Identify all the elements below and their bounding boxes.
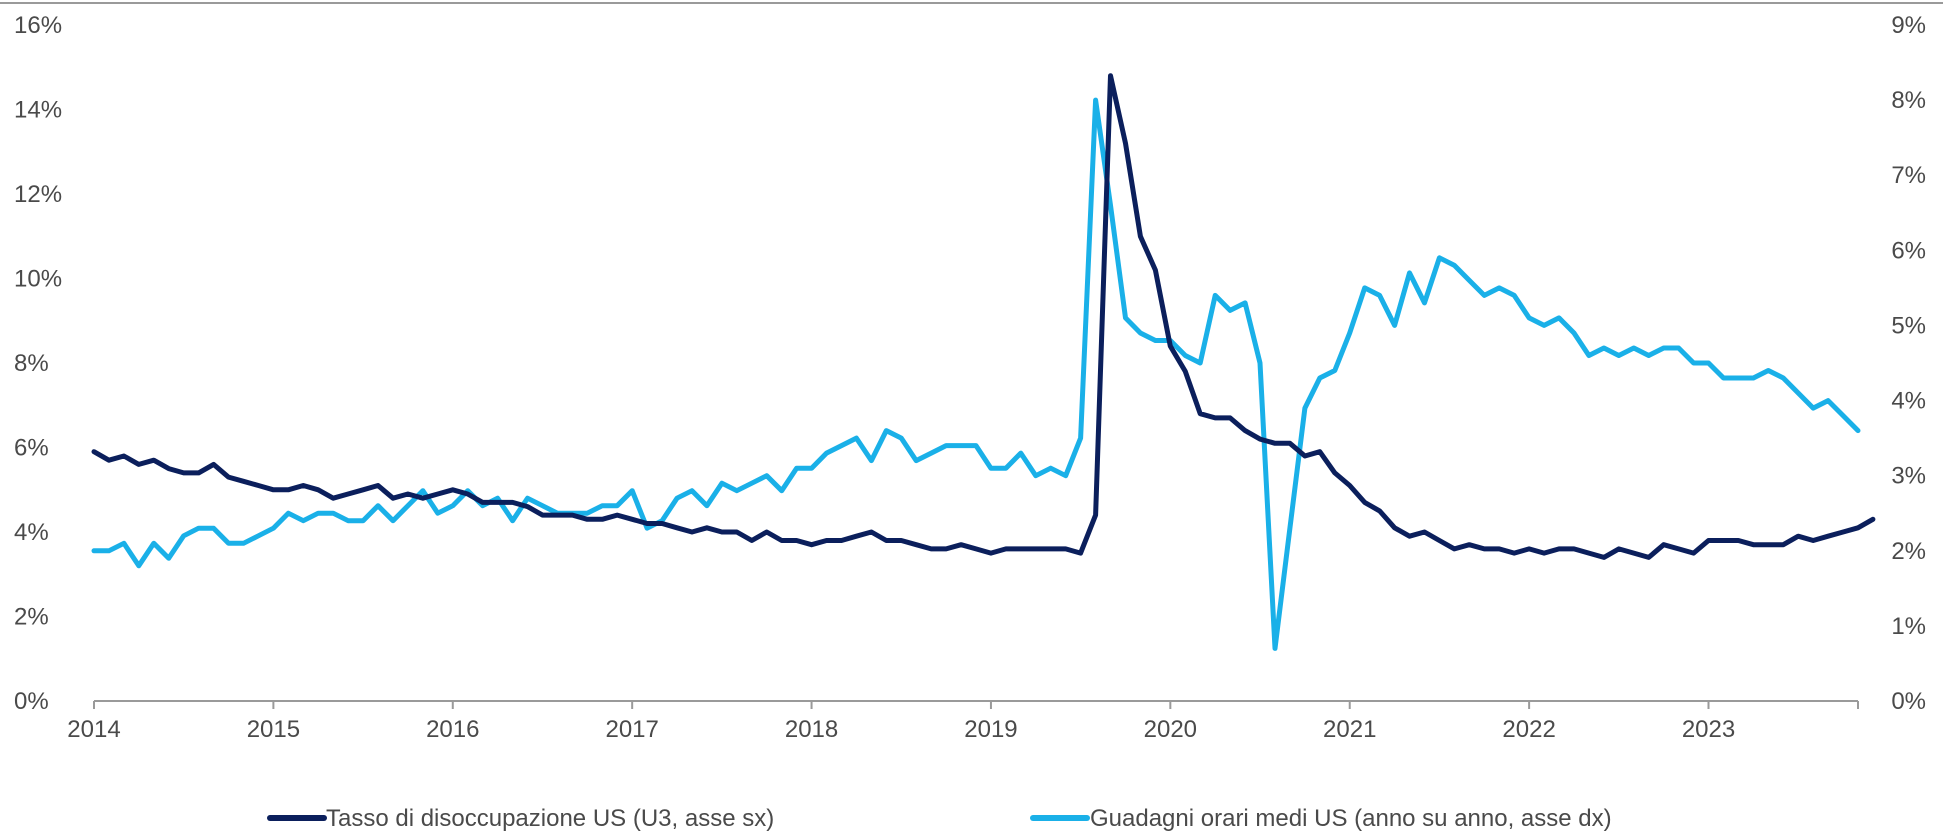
y-left-tick-label: 4% <box>14 519 49 546</box>
y-right-tick-label: 9% <box>1891 12 1926 39</box>
y-left-tick-label: 8% <box>14 350 49 377</box>
y-left-tick-label: 12% <box>14 181 62 208</box>
y-right-tick-label: 5% <box>1891 312 1926 339</box>
y-right-tick-label: 0% <box>1891 688 1926 715</box>
series-line-hourly-earnings <box>91 97 1861 651</box>
y-left-tick-label: 0% <box>14 688 49 715</box>
x-tick-label: 2014 <box>67 716 120 743</box>
legend-label: Guadagni orari medi US (anno su anno, as… <box>1090 805 1612 832</box>
y-left-tick-label: 2% <box>14 604 49 631</box>
y-left-tick-label: 10% <box>14 266 62 293</box>
x-tick-label: 2019 <box>964 716 1017 743</box>
legend-label: Tasso di disoccupazione US (U3, asse sx) <box>326 805 774 832</box>
y-left-tick-label: 16% <box>14 12 62 39</box>
x-tick-label: 2016 <box>426 716 479 743</box>
y-axis-right: 0% 1% 2% 3% 4% 5% 6% 7% 8% 9% <box>1891 12 1926 715</box>
x-tick-label: 2023 <box>1682 716 1735 743</box>
y-right-tick-label: 7% <box>1891 162 1926 189</box>
y-left-tick-label: 6% <box>14 435 49 462</box>
y-right-tick-label: 2% <box>1891 538 1926 565</box>
y-right-tick-label: 6% <box>1891 237 1926 264</box>
y-left-tick-label: 14% <box>14 97 62 124</box>
x-tick-label: 2018 <box>785 716 838 743</box>
x-tick-label: 2017 <box>605 716 658 743</box>
y-right-tick-label: 3% <box>1891 463 1926 490</box>
x-tick-label: 2022 <box>1502 716 1555 743</box>
y-right-tick-label: 1% <box>1891 613 1926 640</box>
legend: Tasso di disoccupazione US (U3, asse sx)… <box>267 805 1612 832</box>
x-tick-label: 2015 <box>247 716 300 743</box>
series-line-unemployment <box>91 73 1876 560</box>
x-tick-label: 2020 <box>1144 716 1197 743</box>
x-axis: 2014 2015 2016 2017 2018 2019 2020 2021 2022 2023 <box>67 700 1859 743</box>
series-layer <box>91 73 1876 651</box>
y-axis-left: 0% 2% 4% 6% 8% 10% 12% 14% 16% <box>14 12 62 715</box>
y-right-tick-label: 8% <box>1891 87 1926 114</box>
x-tick-label: 2021 <box>1323 716 1376 743</box>
y-right-tick-label: 4% <box>1891 388 1926 415</box>
